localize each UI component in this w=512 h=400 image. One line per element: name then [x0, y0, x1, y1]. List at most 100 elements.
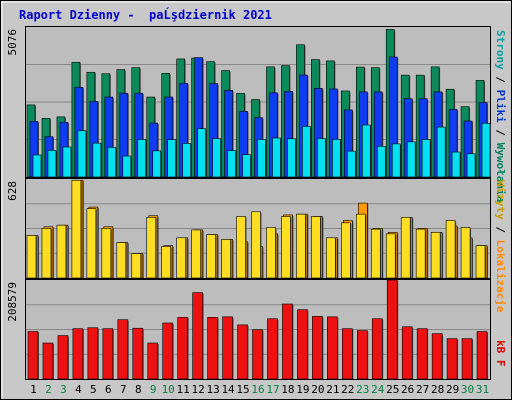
bar-top-strony-day-26	[406, 141, 416, 178]
x-tick-label: 8	[135, 383, 142, 396]
right-label-top-part: /	[494, 123, 507, 143]
bar-top-strony-day-29	[451, 151, 461, 178]
y-axis-max-label: 5076	[6, 29, 19, 56]
right-label-top-part: Pliki	[494, 90, 507, 123]
bar-bottom-kb-f-day-12	[192, 292, 203, 380]
bar-middle-lokalizacje-day-26	[400, 217, 411, 279]
bar-bottom-kb-f-day-21	[327, 316, 338, 380]
bar-top-strony-day-10	[167, 139, 177, 178]
x-tick-label: 2	[45, 383, 52, 396]
bar-middle-lokalizacje-day-21	[326, 237, 336, 279]
x-tick-label: 19	[296, 383, 309, 396]
bar-top-strony-day-4	[77, 130, 87, 178]
x-tick-label: 7	[120, 383, 127, 396]
x-tick-label: 29	[446, 383, 459, 396]
x-tick-label: 31	[476, 383, 489, 396]
right-label-top-part: Strony	[494, 30, 507, 70]
bar-top-strony-day-17	[272, 137, 281, 178]
bar-top-strony-day-3	[62, 146, 72, 178]
bar-bottom-kb-f-day-2	[42, 342, 54, 380]
bar-bottom-kb-f-day-14	[222, 316, 233, 380]
x-tick-label: 6	[105, 383, 112, 396]
bar-middle-lokalizacje-day-2	[41, 228, 52, 279]
bar-bottom-kb-f-day-7	[117, 319, 129, 380]
bar-middle-lokalizacje-day-18	[281, 216, 291, 279]
bar-middle-lokalizacje-day-24	[370, 228, 381, 279]
bar-bottom-kb-f-day-28	[431, 333, 443, 380]
bar-middle-lokalizacje-day-25	[385, 233, 396, 279]
right-label-middle-part: Wizyty	[494, 180, 507, 220]
bar-bottom-kb-f-day-31	[476, 331, 488, 380]
bar-top-strony-day-23	[361, 124, 371, 178]
bar-bottom-kb-f-day-11	[177, 316, 188, 380]
x-tick-label: 11	[177, 383, 190, 396]
x-tick-label: 14	[221, 383, 235, 396]
bar-top-strony-day-9	[152, 150, 162, 178]
bar-top-strony-day-15	[242, 154, 251, 178]
bar-middle-lokalizacje-day-11	[176, 237, 186, 279]
bar-top-strony-day-6	[107, 147, 117, 178]
bar-top-strony-day-12	[197, 128, 206, 178]
bar-top-strony-day-18	[287, 138, 296, 178]
bar-top-strony-day-7	[122, 155, 132, 178]
bar-top-strony-day-28	[436, 126, 446, 178]
bar-top-strony-day-14	[227, 150, 236, 178]
bar-middle-lokalizacje-day-12	[191, 229, 201, 279]
bar-middle-lokalizacje-day-7	[116, 242, 127, 279]
bar-top-strony-day-5	[92, 142, 102, 178]
bar-middle-lokalizacje-day-22	[341, 222, 351, 279]
x-tick-label: 22	[341, 383, 354, 396]
bar-middle-lokalizacje-day-30	[460, 227, 471, 279]
bar-bottom-kb-f-day-15	[237, 324, 248, 380]
bar-middle-lokalizacje-day-16	[251, 211, 261, 279]
x-tick-label: 21	[326, 383, 339, 396]
bar-middle-lokalizacje-day-3	[56, 224, 67, 279]
x-tick-label: 1	[30, 383, 37, 396]
bar-bottom-kb-f-day-13	[207, 316, 218, 380]
bar-top-strony-day-8	[137, 139, 147, 178]
x-tick-label: 5	[90, 383, 97, 396]
x-tick-label: 18	[281, 383, 294, 396]
bar-middle-lokalizacje-day-10	[161, 246, 172, 279]
bar-top-strony-day-31	[481, 123, 491, 178]
bar-top-strony-day-22	[347, 150, 356, 178]
x-tick-label: 3	[60, 383, 67, 396]
x-tick-label: 28	[431, 383, 444, 396]
bar-bottom-kb-f-day-27	[416, 328, 428, 380]
bar-top-strony-day-25	[391, 143, 401, 178]
right-label-middle-part: /	[494, 220, 507, 240]
bar-top-strony-day-30	[466, 153, 476, 178]
bar-middle-lokalizacje-day-15	[236, 216, 246, 279]
right-label-top-part: Wywołania	[494, 143, 507, 203]
x-tick-label: 27	[416, 383, 429, 396]
bar-bottom-kb-f-day-19	[297, 309, 308, 380]
bar-bottom-kb-f-day-3	[57, 335, 69, 380]
bar-middle-lokalizacje-day-19	[296, 213, 306, 279]
bar-top-strony-day-20	[317, 138, 326, 178]
bar-middle-lokalizacje-day-27	[415, 228, 426, 279]
bar-bottom-kb-f-day-24	[371, 318, 383, 380]
bar-bottom-kb-f-day-1	[27, 331, 39, 380]
x-tick-label: 10	[162, 383, 175, 396]
bar-middle-lokalizacje-day-5	[86, 208, 97, 279]
bar-top-strony-day-21	[332, 139, 341, 178]
bar-middle-lokalizacje-day-13	[206, 234, 216, 279]
bar-bottom-kb-f-day-26	[401, 326, 413, 380]
y-axis-max-label: 208579	[6, 282, 19, 322]
x-tick-label: 20	[311, 383, 324, 396]
bar-bottom-kb-f-day-22	[342, 328, 353, 380]
bar-top-strony-day-13	[212, 138, 221, 178]
right-label-bottom-part: kB F	[494, 340, 507, 367]
bar-top-strony-day-1	[32, 154, 42, 178]
bar-bottom-kb-f-day-30	[461, 338, 473, 380]
bar-middle-lokalizacje-day-31	[475, 245, 486, 279]
bar-bottom-kb-f-day-9	[147, 342, 159, 380]
bar-middle-lokalizacje-day-6	[101, 228, 112, 279]
bar-bottom-kb-f-day-17	[267, 318, 278, 380]
bar-middle-lokalizacje-day-1	[26, 235, 37, 279]
bar-bottom-kb-f-day-20	[312, 316, 323, 380]
bar-top-strony-day-11	[182, 143, 191, 178]
right-label-top-part: /	[494, 70, 507, 90]
